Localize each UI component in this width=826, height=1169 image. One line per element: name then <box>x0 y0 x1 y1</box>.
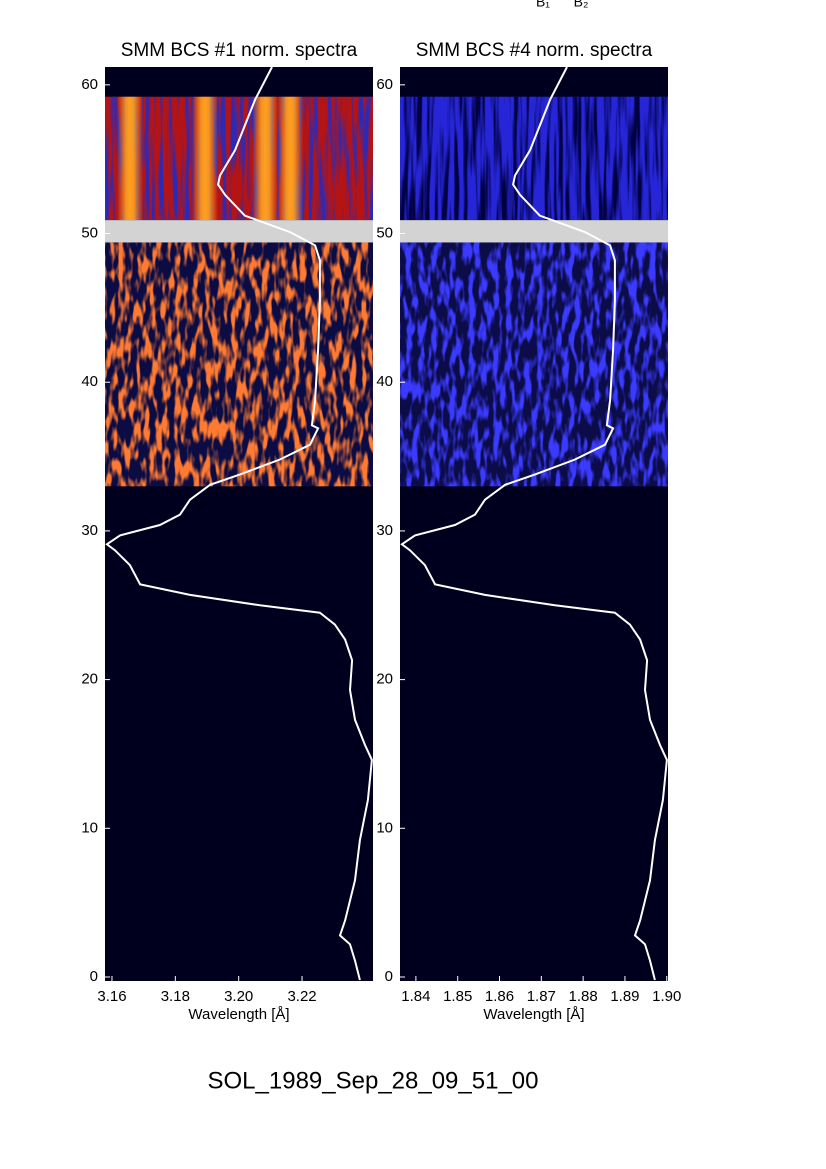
x-tick-label: 3.20 <box>224 988 253 1005</box>
emission-line <box>277 96 304 221</box>
spectrum-noise <box>400 96 668 221</box>
light-curve <box>400 66 668 981</box>
y-tick-label: 50 <box>376 225 393 242</box>
y-tick-label: 50 <box>81 225 98 242</box>
y-tick-label: 30 <box>376 522 393 539</box>
y-tick-label: 0 <box>90 968 98 985</box>
chart-title: SMM BCS #4 norm. spectra <box>416 40 653 61</box>
x-axis-label: Wavelength [Å] <box>188 1006 289 1023</box>
x-tick-label: 1.89 <box>610 988 639 1005</box>
y-tick-label: 20 <box>376 671 393 688</box>
y-tick-label: 60 <box>81 76 98 93</box>
chart-title: SMM BCS #1 norm. spectra <box>121 40 358 61</box>
y-tick-label: 10 <box>81 819 98 836</box>
x-tick-label: 1.88 <box>569 988 598 1005</box>
data-gap <box>400 220 668 243</box>
spectrum-noise <box>105 242 373 487</box>
spectrum-noise <box>400 242 668 487</box>
emission-line <box>192 96 219 221</box>
y-tick-label: 0 <box>385 968 393 985</box>
x-tick-label: 1.85 <box>443 988 472 1005</box>
footer: SOL_1989_Sep_28_09_51_00 <box>208 1067 539 1094</box>
y-tick-label: 40 <box>81 373 98 390</box>
emission-line <box>252 96 279 221</box>
emission-line <box>117 96 144 221</box>
x-tick-label: 1.90 <box>652 988 681 1005</box>
top-label: B₁ <box>536 0 550 10</box>
top-label: B₂ <box>574 0 589 10</box>
y-tick-label: 20 <box>81 671 98 688</box>
spectrum-noise <box>105 96 373 221</box>
x-axis-label: Wavelength [Å] <box>483 1006 584 1023</box>
y-tick-label: 40 <box>376 373 393 390</box>
x-tick-label: 1.86 <box>485 988 514 1005</box>
x-tick-label: 3.18 <box>161 988 190 1005</box>
light-curve <box>105 66 373 981</box>
x-tick-label: 3.22 <box>287 988 316 1005</box>
x-tick-label: 1.84 <box>401 988 430 1005</box>
y-tick-label: 10 <box>376 819 393 836</box>
x-tick-label: 3.16 <box>97 988 126 1005</box>
y-tick-label: 60 <box>376 76 393 93</box>
data-gap <box>105 220 373 243</box>
x-tick-label: 1.87 <box>527 988 556 1005</box>
y-tick-label: 30 <box>81 522 98 539</box>
